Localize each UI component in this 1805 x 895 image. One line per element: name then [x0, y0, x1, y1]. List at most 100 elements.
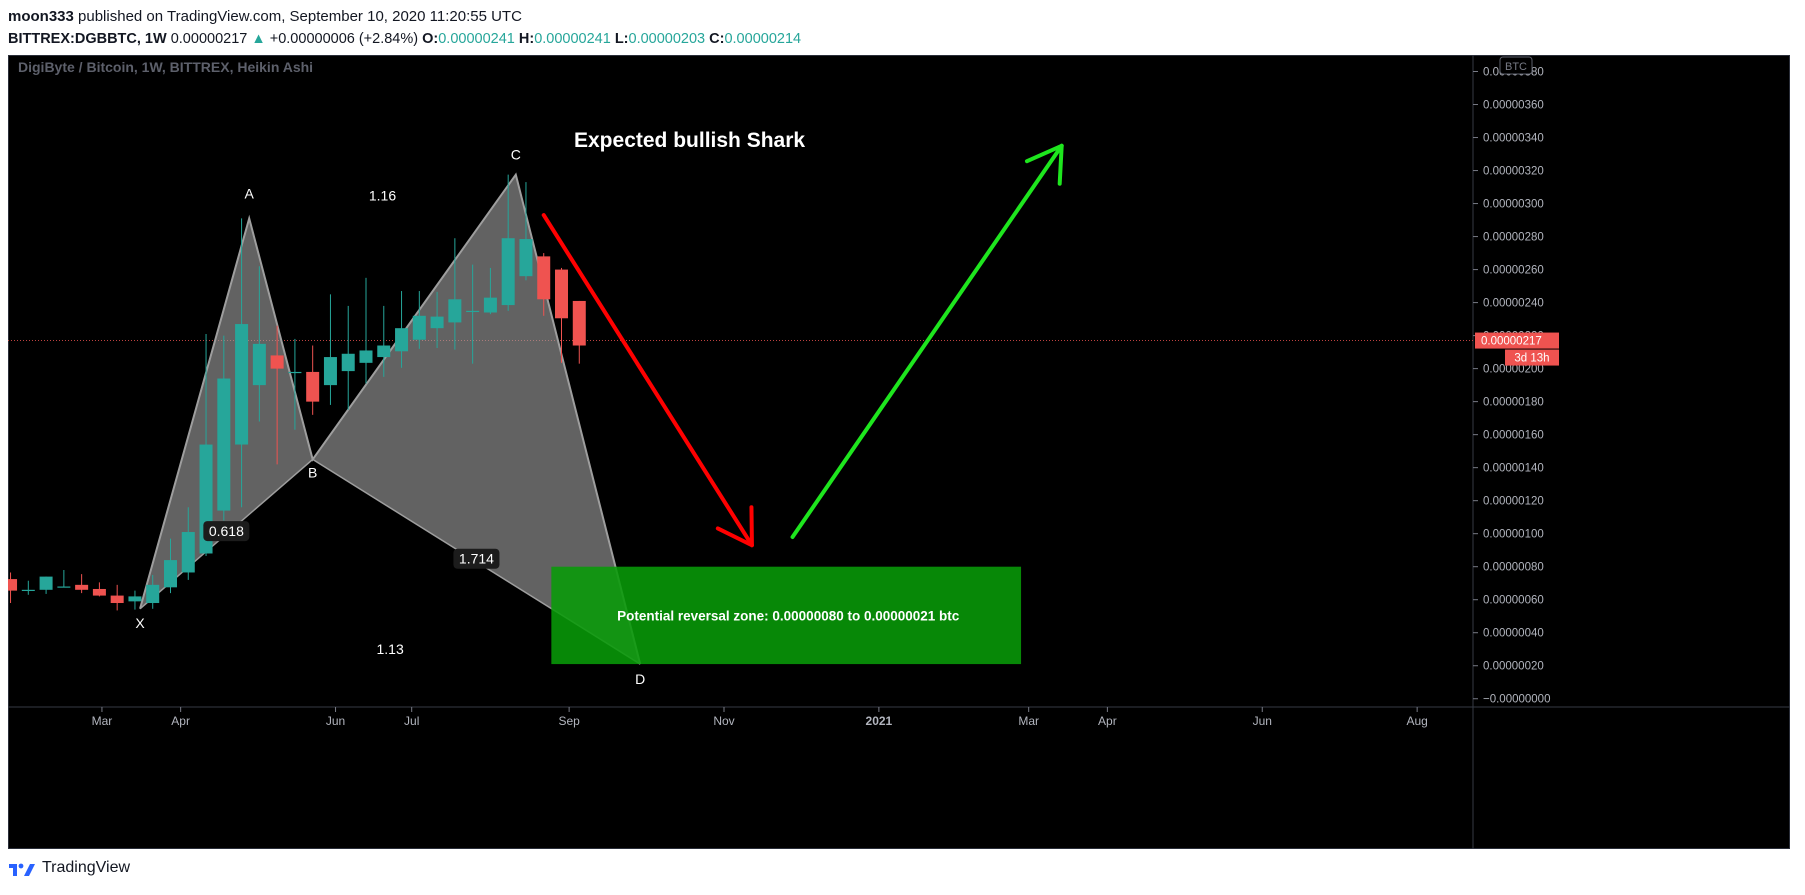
- candle-body[interactable]: [235, 324, 249, 445]
- current-price-badge-box: [1475, 332, 1559, 349]
- x-tick-label: Sep: [558, 714, 580, 728]
- y-tick-label: 0.00000060: [1483, 595, 1544, 607]
- candle-body[interactable]: [519, 239, 533, 277]
- y-tick-label: 0.00000100: [1483, 529, 1544, 541]
- y-tick-label: 0.00000200: [1483, 364, 1544, 376]
- footer: TradingView: [8, 858, 130, 878]
- close-value: 0.00000214: [724, 31, 802, 47]
- candle-body[interactable]: [92, 588, 106, 596]
- candle-body[interactable]: [430, 316, 444, 329]
- current-price-value: 0.00000217: [1481, 336, 1542, 348]
- chart-title: DigiByte / Bitcoin, 1W, BITTREX, Heikin …: [18, 59, 313, 75]
- ratio-badge-box: [203, 521, 250, 542]
- candle-body[interactable]: [252, 343, 266, 386]
- x-tick-label: Apr: [1098, 714, 1117, 728]
- candle-body[interactable]: [537, 256, 551, 300]
- y-tick-label: 0.00000020: [1483, 661, 1544, 673]
- candle-body[interactable]: [572, 300, 586, 346]
- candle-body[interactable]: [395, 328, 409, 352]
- y-tick-label: 0.00000140: [1483, 463, 1544, 475]
- bearish-arrow[interactable]: [541, 213, 754, 548]
- candle-body[interactable]: [466, 310, 480, 313]
- candle-body[interactable]: [39, 576, 53, 590]
- candle-body[interactable]: [412, 315, 426, 340]
- pattern-ratio: 1.714: [453, 548, 500, 569]
- bar-countdown: 3d 13h: [1514, 353, 1549, 365]
- currency-badge: BTC: [1499, 56, 1533, 75]
- tradingview-logo-icon: [9, 863, 35, 876]
- candle-body[interactable]: [306, 371, 320, 402]
- y-tick-label: 0.00000040: [1483, 628, 1544, 640]
- bullish-arrow-shaft: [790, 143, 1064, 539]
- candle-body[interactable]: [8, 579, 18, 591]
- x-tick-label: Jun: [326, 714, 345, 728]
- pattern-title: Expected bullish Shark: [574, 129, 805, 152]
- x-tick-label: 2021: [866, 714, 893, 728]
- candle-body[interactable]: [163, 560, 177, 588]
- ratio-label: 1.13: [376, 641, 403, 657]
- reversal-zone-box[interactable]: [551, 566, 1022, 665]
- candle-body[interactable]: [57, 586, 71, 588]
- x-tick-label: Mar: [92, 714, 113, 728]
- y-tick-label: 0.00000240: [1483, 298, 1544, 310]
- current-price-badge: 0.00000217 3d 13h: [1475, 332, 1559, 366]
- y-tick-label: 0.00000260: [1483, 265, 1544, 277]
- candle-body[interactable]: [75, 584, 89, 590]
- x-tick-label: Nov: [713, 714, 734, 728]
- publish-line: moon333 published on TradingView.com, Se…: [8, 6, 801, 28]
- low-value: 0.00000203: [628, 31, 706, 47]
- ratio-label: 1.714: [459, 551, 494, 567]
- candle-body[interactable]: [181, 532, 195, 573]
- pattern-bcd-triangle: [312, 174, 641, 665]
- candle-body[interactable]: [377, 345, 391, 358]
- y-tick-label: 0.00000360: [1483, 100, 1544, 112]
- y-tick-label: 0.00000320: [1483, 166, 1544, 178]
- candle-body[interactable]: [146, 584, 160, 604]
- pattern-point-label: X: [135, 615, 145, 631]
- candle-body[interactable]: [270, 355, 284, 369]
- candle-body[interactable]: [21, 589, 35, 592]
- chart-header: moon333 published on TradingView.com, Se…: [8, 6, 801, 50]
- y-tick-label: 0.00000160: [1483, 430, 1544, 442]
- y-tick-label: 0.00000180: [1483, 397, 1544, 409]
- publish-info: published on TradingView.com, September …: [78, 8, 522, 25]
- bullish-arrow[interactable]: [790, 143, 1064, 539]
- y-tick-label: −0.00000000: [1483, 694, 1550, 706]
- ratio-label: 0.618: [209, 523, 244, 539]
- last-price: 0.00000217: [170, 31, 248, 47]
- pattern-ratio: 1.16: [369, 187, 396, 203]
- x-tick-label: Mar: [1018, 714, 1039, 728]
- candle-body[interactable]: [128, 596, 142, 602]
- ratio-label: 1.16: [369, 187, 396, 203]
- candles: [8, 174, 586, 611]
- x-tick-label: Aug: [1406, 714, 1427, 728]
- author-name[interactable]: moon333: [8, 8, 74, 25]
- ohlc-line: BITTREX:DGBBTC, 1W 0.00000217 ▲ +0.00000…: [8, 28, 801, 50]
- pattern-point-label: D: [635, 671, 645, 687]
- pattern-point-label: B: [308, 464, 317, 480]
- symbol-interval: BITTREX:DGBBTC, 1W: [8, 31, 167, 47]
- candle-body[interactable]: [110, 595, 124, 604]
- candle-body[interactable]: [483, 297, 497, 313]
- candle-body[interactable]: [341, 353, 355, 372]
- candle-body[interactable]: [217, 378, 231, 511]
- candle-body[interactable]: [448, 299, 462, 323]
- candle-body[interactable]: [501, 238, 515, 306]
- price-chart[interactable]: 0.000003800.000003600.000003400.00000320…: [8, 55, 1790, 849]
- pattern-point-label: A: [245, 185, 255, 201]
- high-label: H:: [518, 31, 535, 47]
- x-tick-label: Apr: [171, 714, 190, 728]
- candle-body[interactable]: [288, 371, 302, 374]
- pattern-point-label: C: [511, 147, 521, 163]
- triangle-up-icon: ▲: [251, 31, 266, 47]
- open-value: 0.00000241: [438, 31, 515, 47]
- footer-brand[interactable]: TradingView: [42, 859, 131, 876]
- currency-badge-label: BTC: [1505, 61, 1527, 73]
- high-value: 0.00000241: [534, 31, 611, 47]
- candle-body[interactable]: [555, 269, 569, 319]
- x-tick-label: Jul: [404, 714, 419, 728]
- candle-body[interactable]: [359, 350, 373, 363]
- bullish-arrow-head: [1024, 143, 1064, 186]
- candle-body[interactable]: [323, 357, 337, 386]
- close-label: C:: [709, 31, 725, 47]
